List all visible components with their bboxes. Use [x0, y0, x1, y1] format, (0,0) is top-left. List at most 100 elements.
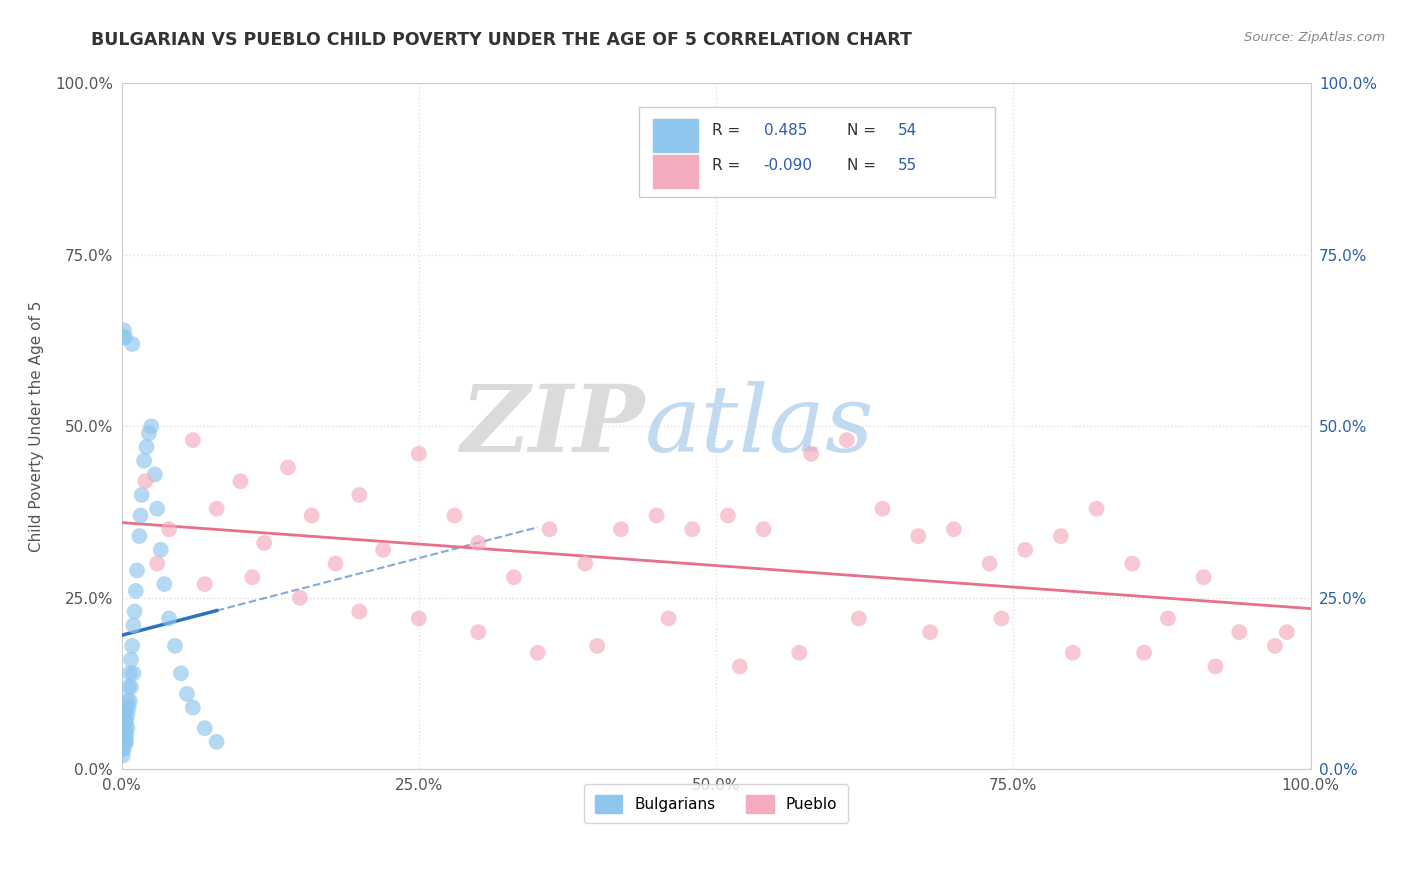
Point	[111, 748, 134, 763]
FancyBboxPatch shape	[652, 155, 699, 188]
Point	[170, 666, 193, 681]
Point	[112, 323, 135, 337]
Point	[121, 639, 143, 653]
Point	[325, 557, 347, 571]
Point	[111, 735, 134, 749]
Text: N =: N =	[846, 158, 876, 172]
Point	[132, 453, 155, 467]
Point	[574, 557, 596, 571]
Point	[120, 652, 142, 666]
Point	[787, 646, 810, 660]
Point	[143, 467, 166, 482]
Text: atlas: atlas	[645, 382, 875, 471]
Point	[503, 570, 526, 584]
Text: R =: R =	[713, 122, 741, 137]
Point	[1275, 625, 1298, 640]
Point	[1192, 570, 1215, 584]
Y-axis label: Child Poverty Under the Age of 5: Child Poverty Under the Age of 5	[30, 301, 44, 552]
Point	[129, 508, 152, 523]
Point	[111, 728, 134, 742]
Point	[1227, 625, 1250, 640]
Point	[1062, 646, 1084, 660]
Text: Source: ZipAtlas.com: Source: ZipAtlas.com	[1244, 31, 1385, 45]
Text: N =: N =	[846, 122, 876, 137]
Point	[848, 611, 870, 625]
Point	[146, 501, 169, 516]
Point	[1204, 659, 1226, 673]
Point	[526, 646, 548, 660]
Point	[371, 542, 394, 557]
Point	[114, 721, 136, 735]
Point	[586, 639, 609, 653]
Point	[115, 735, 138, 749]
Point	[872, 501, 894, 516]
Point	[114, 735, 136, 749]
Point	[115, 714, 138, 729]
Point	[408, 611, 430, 625]
Point	[111, 741, 134, 756]
Point	[112, 728, 135, 742]
Text: 54: 54	[898, 122, 917, 137]
Point	[117, 680, 139, 694]
Point	[1085, 501, 1108, 516]
Point	[114, 707, 136, 722]
Point	[112, 741, 135, 756]
Point	[181, 433, 204, 447]
Point	[752, 522, 775, 536]
Point	[157, 611, 180, 625]
FancyBboxPatch shape	[652, 120, 699, 152]
Point	[114, 728, 136, 742]
Point	[194, 577, 217, 591]
Point	[122, 618, 145, 632]
Point	[138, 426, 160, 441]
Point	[112, 721, 135, 735]
Point	[835, 433, 858, 447]
Point	[205, 735, 228, 749]
Point	[128, 529, 150, 543]
Point	[146, 557, 169, 571]
Point	[120, 680, 142, 694]
Point	[443, 508, 465, 523]
Point	[288, 591, 311, 605]
Point	[990, 611, 1012, 625]
Point	[681, 522, 703, 536]
FancyBboxPatch shape	[638, 107, 995, 196]
Point	[157, 522, 180, 536]
Text: 0.485: 0.485	[763, 122, 807, 137]
Point	[111, 330, 134, 344]
Point	[117, 700, 139, 714]
Point	[301, 508, 323, 523]
Point	[121, 337, 143, 351]
Text: R =: R =	[713, 158, 741, 172]
Point	[135, 440, 157, 454]
Point	[205, 501, 228, 516]
Point	[117, 694, 139, 708]
Point	[979, 557, 1001, 571]
Point	[467, 536, 489, 550]
Point	[610, 522, 633, 536]
Point	[349, 605, 371, 619]
Point	[118, 666, 141, 681]
Point	[115, 700, 138, 714]
Point	[229, 475, 252, 489]
Text: -0.090: -0.090	[763, 158, 813, 172]
Point	[907, 529, 929, 543]
Point	[163, 639, 186, 653]
Point	[408, 447, 430, 461]
Point	[1014, 542, 1036, 557]
Point	[645, 508, 668, 523]
Point	[141, 419, 163, 434]
Point	[253, 536, 276, 550]
Text: 55: 55	[898, 158, 917, 172]
Point	[117, 721, 139, 735]
Point	[942, 522, 965, 536]
Point	[124, 605, 146, 619]
Point	[349, 488, 371, 502]
Point	[538, 522, 561, 536]
Point	[1264, 639, 1286, 653]
Text: BULGARIAN VS PUEBLO CHILD POVERTY UNDER THE AGE OF 5 CORRELATION CHART: BULGARIAN VS PUEBLO CHILD POVERTY UNDER …	[91, 31, 912, 49]
Legend: Bulgarians, Pueblo: Bulgarians, Pueblo	[583, 784, 848, 823]
Point	[194, 721, 217, 735]
Point	[1050, 529, 1073, 543]
Point	[118, 694, 141, 708]
